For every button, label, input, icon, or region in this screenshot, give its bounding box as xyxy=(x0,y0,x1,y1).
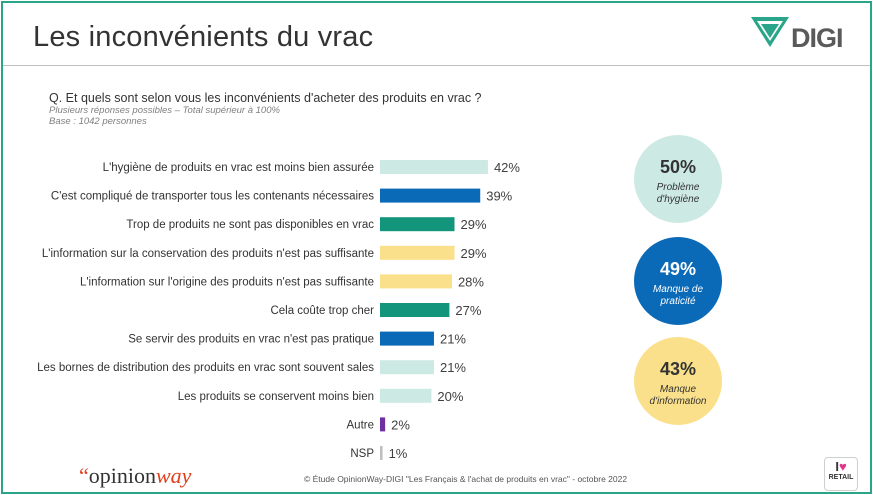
value-label: 27% xyxy=(455,303,481,318)
category-label: L'information sur l'origine des produits… xyxy=(80,276,374,288)
question-base: Base : 1042 personnes xyxy=(49,116,147,127)
bar xyxy=(380,331,434,346)
value-label: 20% xyxy=(437,389,463,404)
summary-percent: 49% xyxy=(659,259,697,279)
summary-percent: 50% xyxy=(659,157,697,177)
bar xyxy=(380,217,455,232)
category-label: Les produits se conservent moins bien xyxy=(178,391,374,403)
bar xyxy=(380,446,383,460)
question-note: Plusieurs réponses possibles – Total sup… xyxy=(49,105,280,116)
summary-circle: 50% Problème d'hygiène xyxy=(634,135,722,223)
bar xyxy=(380,417,386,432)
bar xyxy=(380,245,455,260)
value-label: 29% xyxy=(461,246,487,261)
bar xyxy=(380,160,488,174)
category-label: C'est compliqué de transporter tous les … xyxy=(51,191,374,203)
category-label: Cela coûte trop cher xyxy=(270,305,374,317)
page-title: Les inconvénients du vrac xyxy=(33,21,374,53)
i-love-retail-logo: I♥ RETAIL xyxy=(824,457,858,491)
bar xyxy=(380,188,481,203)
summary-circle: 43% Manque d'information xyxy=(634,337,722,425)
value-label: 42% xyxy=(494,160,520,175)
summary-caption: Manque de praticité xyxy=(652,284,704,307)
source-note: © Étude OpinionWay-DIGI "Les Français & … xyxy=(304,474,628,484)
category-label: Autre xyxy=(347,419,375,431)
category-label: Se servir des produits en vrac n'est pas… xyxy=(128,334,374,346)
value-label: 39% xyxy=(486,189,512,204)
value-label: 21% xyxy=(440,332,466,347)
bar xyxy=(380,388,432,403)
summary-percent: 43% xyxy=(659,359,697,379)
summary-circle: 49% Manque de praticité xyxy=(634,237,722,325)
value-label: 1% xyxy=(389,446,408,461)
value-label: 29% xyxy=(461,217,487,232)
logo-text: DIGI xyxy=(791,23,844,53)
bar xyxy=(380,360,434,375)
summary-caption: Problème d'hygiène xyxy=(656,182,700,205)
bar-chart: L'hygiène de produits en vrac est moins … xyxy=(37,160,520,461)
question-text: Q. Et quels sont selon vous les inconvén… xyxy=(49,91,482,105)
summary-caption: Manque d'information xyxy=(649,384,707,407)
opinionway-logo: “opinionway xyxy=(79,463,192,488)
value-label: 28% xyxy=(458,274,484,289)
value-label: 21% xyxy=(440,360,466,375)
digi-logo-icon xyxy=(751,17,789,47)
category-label: Trop de produits ne sont pas disponibles… xyxy=(126,219,374,231)
category-label: NSP xyxy=(350,448,374,460)
category-label: L'hygiène de produits en vrac est moins … xyxy=(103,162,374,174)
category-label: L'information sur la conservation des pr… xyxy=(42,248,374,260)
category-label: Les bornes de distribution des produits … xyxy=(37,362,374,374)
title-divider xyxy=(3,65,870,66)
value-label: 2% xyxy=(391,417,410,432)
bar xyxy=(380,274,452,289)
bar xyxy=(380,303,450,317)
